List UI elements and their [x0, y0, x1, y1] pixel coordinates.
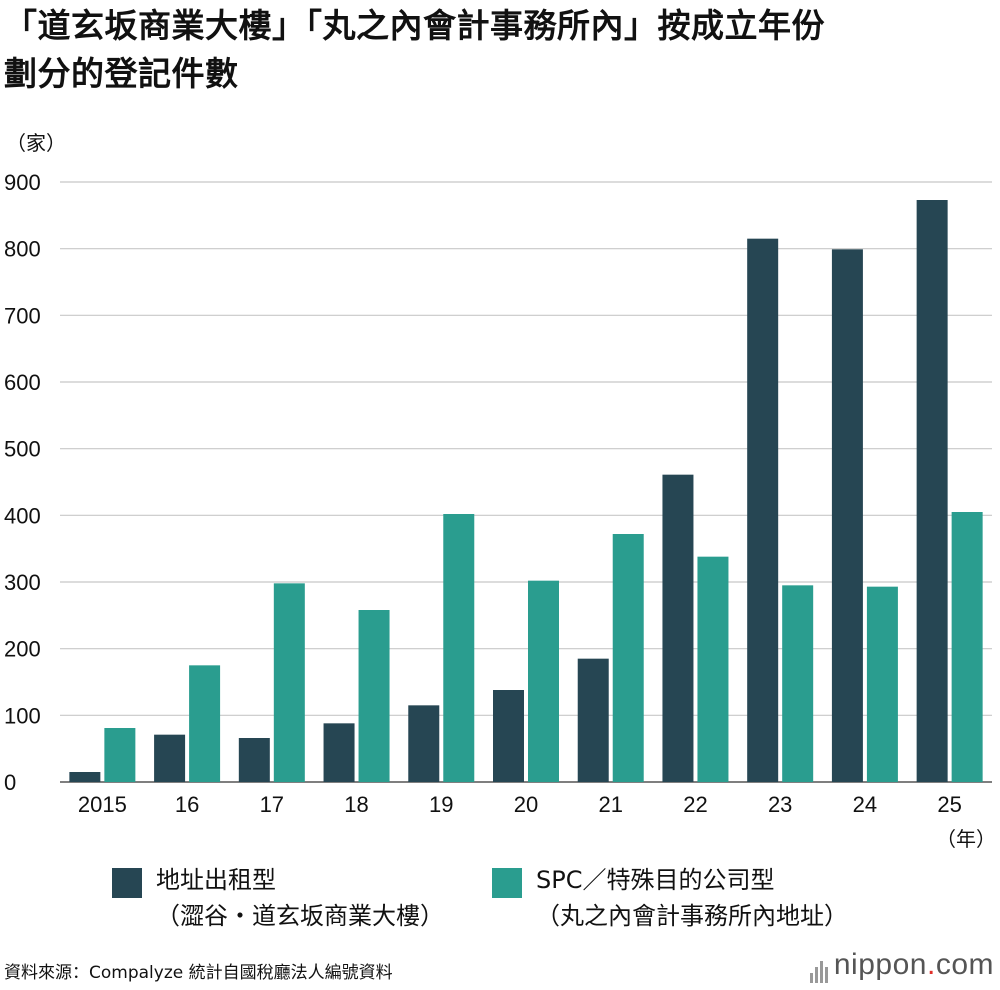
bar-series-1-2015 [69, 772, 101, 782]
x-tick-label-19: 19 [429, 792, 453, 817]
x-tick-label-2015: 2015 [78, 792, 127, 817]
chart-title-line-1: 「道玄坂商業大樓」「丸之內會計事務所內」按成立年份 [4, 6, 825, 45]
bar-series-1-16 [154, 734, 186, 782]
source-note: 資料來源：Compalyze 統計自國稅廳法人編號資料 [4, 963, 393, 983]
x-tick-label-18: 18 [344, 792, 368, 817]
y-tick-label-200: 200 [4, 637, 41, 662]
legend-label-series-2: SPC／特殊目的公司型 [536, 866, 775, 894]
legend-swatch-series-1 [112, 868, 142, 898]
x-tick-label-24: 24 [853, 792, 877, 817]
bar-series-2-18 [358, 610, 390, 782]
x-axis-unit-label: （年） [936, 827, 996, 851]
nippon-logo: nippon.com [809, 948, 994, 984]
x-tick-label-17: 17 [260, 792, 284, 817]
x-tick-label-20: 20 [514, 792, 538, 817]
bar-series-1-24 [831, 249, 863, 783]
bar-series-2-21 [612, 534, 644, 782]
logo-mark-icon [809, 949, 830, 984]
x-tick-label-21: 21 [598, 792, 622, 817]
bar-series-2-19 [443, 514, 475, 782]
bar-series-1-17 [238, 738, 270, 782]
y-tick-label-600: 600 [4, 370, 41, 395]
bar-series-1-20 [493, 690, 524, 782]
y-tick-label-800: 800 [4, 237, 41, 262]
y-tick-label-300: 300 [4, 570, 41, 595]
legend-sublabel-series-2: （丸之內會計事務所內地址） [536, 902, 848, 930]
bar-series-1-18 [323, 723, 355, 782]
bar-series-2-22 [697, 556, 729, 782]
chart-title-line-2: 劃分的登記件數 [4, 54, 239, 93]
bar-series-2-25 [951, 512, 983, 782]
y-tick-label-500: 500 [4, 437, 41, 462]
legend-swatch-series-2 [492, 868, 522, 898]
logo-dot: . [926, 948, 936, 981]
bar-series-2-20 [528, 580, 559, 782]
y-tick-label-400: 400 [4, 503, 41, 528]
legend-label-series-1: 地址出租型 [156, 866, 276, 894]
bar-series-1-23 [747, 238, 779, 782]
bar-series-1-25 [916, 200, 948, 782]
legend-item-series-2: SPC／特殊目的公司型 （丸之內會計事務所內地址） [492, 862, 848, 934]
legend-sublabel-series-1: （澀谷・道玄坂商業大樓） [156, 902, 444, 930]
x-tick-label-16: 16 [175, 792, 199, 817]
y-tick-label-700: 700 [4, 303, 41, 328]
bar-chart: （家） 0 100 200 300 400 500 600 700 800 900 2015 16 17 1… [4, 131, 996, 851]
y-tick-label-0: 0 [4, 770, 16, 795]
y-tick-label-100: 100 [4, 703, 41, 728]
y-axis-label: （家） [6, 131, 66, 155]
chart-title: 「道玄坂商業大樓」「丸之內會計事務所內」按成立年份 劃分的登記件數 [4, 2, 994, 98]
bar-series-2-2015 [104, 728, 136, 782]
x-tick-label-25: 25 [937, 792, 961, 817]
bar-series-1-22 [662, 474, 694, 782]
bar-series-1-21 [577, 658, 609, 782]
x-tick-label-23: 23 [768, 792, 792, 817]
bar-series-2-17 [273, 583, 305, 782]
bar-series-2-24 [866, 586, 898, 782]
y-tick-label-900: 900 [4, 170, 41, 195]
x-tick-label-22: 22 [683, 792, 707, 817]
bar-series-2-16 [189, 665, 221, 782]
logo-tld: com [935, 948, 994, 981]
bar-series-2-23 [782, 585, 814, 782]
legend-item-series-1: 地址出租型 （澀谷・道玄坂商業大樓） [112, 862, 444, 934]
logo-name: nippon [833, 948, 927, 981]
bar-series-1-19 [408, 705, 440, 782]
